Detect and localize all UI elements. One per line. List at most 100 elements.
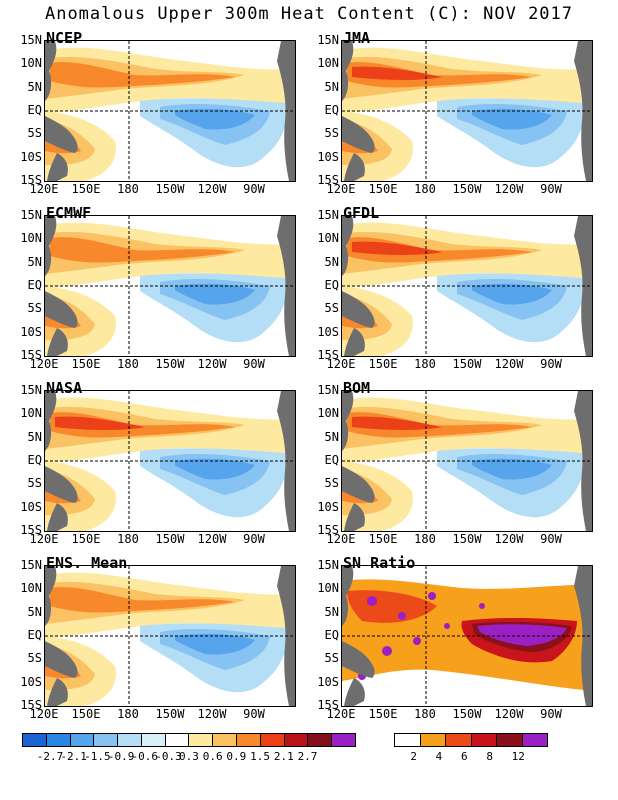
colorbar-swatch	[446, 734, 472, 746]
lon-tick-label: 150E	[71, 532, 101, 546]
lat-tick-label: 10S	[317, 149, 339, 164]
colorbar-tick-label: 2.7	[297, 750, 318, 763]
lon-tick-label: 120W	[494, 182, 524, 196]
lat-tick-label: 15N	[317, 33, 339, 47]
lat-tick-label: 15S	[317, 698, 339, 712]
lon-tick-label: 120E	[29, 532, 59, 546]
colorbar-swatch	[395, 734, 421, 746]
lon-tick-label: 90W	[243, 182, 265, 196]
panel-label: JMA	[343, 29, 371, 47]
lon-tick-label: 120E	[326, 182, 356, 196]
lon-tick-label: 120W	[197, 532, 227, 546]
lon-tick-label: 90W	[540, 182, 562, 196]
map-panel	[341, 390, 593, 532]
lat-tick-label: 10N	[317, 406, 339, 421]
panel-label: GFDL	[343, 204, 380, 222]
lon-tick-label: 120W	[197, 182, 227, 196]
colorbar-swatch	[522, 734, 547, 746]
lat-tick-label: 5S	[27, 651, 42, 666]
lat-tick-label: 10N	[317, 56, 339, 71]
lat-tick-label: 5N	[27, 604, 42, 619]
lat-tick-label: EQ	[324, 628, 339, 642]
colorbar-swatch	[260, 734, 285, 746]
lon-tick-label: 150W	[452, 182, 482, 196]
panel-label: NCEP	[46, 29, 83, 47]
colorbar-tick-label: -0.9	[107, 750, 135, 763]
lon-tick-label: 90W	[540, 357, 562, 371]
map-panel	[44, 215, 296, 357]
lon-tick-label: 90W	[540, 707, 562, 721]
lon-tick-label: 180	[117, 707, 139, 721]
lon-tick-label: 150W	[452, 357, 482, 371]
lon-tick-label: 150E	[71, 182, 101, 196]
map-svg	[45, 41, 295, 181]
lat-tick-label: 15S	[20, 523, 42, 537]
colorbar-tick-label: 12	[511, 750, 525, 763]
lat-tick-label: 15S	[317, 348, 339, 362]
colorbar-tick-label: 1.5	[250, 750, 271, 763]
colorbar-swatch	[94, 734, 119, 746]
lon-tick-label: 120W	[494, 357, 524, 371]
lon-tick-label: 120W	[197, 707, 227, 721]
lat-tick-label: 5N	[324, 254, 339, 269]
lon-tick-label: 120E	[29, 182, 59, 196]
lat-tick-label: 10N	[317, 231, 339, 246]
colorbar-tick-label: 6	[461, 750, 468, 763]
colorbar-tick-label: 2	[410, 750, 417, 763]
lat-tick-label: 5S	[27, 301, 42, 316]
lon-tick-label: 120W	[494, 532, 524, 546]
lat-tick-label: EQ	[27, 453, 42, 467]
sn-ratio-colorbar	[394, 733, 548, 747]
lat-tick-label: 15N	[20, 558, 42, 572]
lon-tick-label: 150E	[71, 707, 101, 721]
lat-tick-label: 10N	[20, 406, 42, 421]
lat-tick-label: 10N	[20, 56, 42, 71]
colorbar-swatch	[237, 734, 261, 746]
lon-tick-label: 150W	[155, 707, 185, 721]
lat-tick-label: 10S	[20, 674, 42, 689]
lat-tick-label: 10N	[20, 231, 42, 246]
lat-tick-label: 10S	[20, 149, 42, 164]
lon-tick-label: 120E	[326, 357, 356, 371]
lon-tick-label: 180	[117, 357, 139, 371]
lon-tick-label: 90W	[243, 707, 265, 721]
map-panel	[341, 215, 593, 357]
lat-tick-label: 15N	[317, 208, 339, 222]
lat-tick-label: 15N	[317, 383, 339, 397]
colorbar-swatch	[141, 734, 166, 746]
lon-tick-label: 150W	[452, 532, 482, 546]
lat-tick-label: 5N	[27, 429, 42, 444]
lon-tick-label: 120E	[326, 707, 356, 721]
lat-tick-label: 15S	[20, 348, 42, 362]
map-svg	[342, 216, 592, 356]
colorbar-tick-label: -2.7	[36, 750, 64, 763]
colorbar-swatch	[284, 734, 309, 746]
lon-tick-label: 150W	[155, 182, 185, 196]
colorbar-tick-label: 0.6	[202, 750, 223, 763]
lat-tick-label: 10N	[20, 581, 42, 596]
colorbar-swatch	[46, 734, 71, 746]
lat-tick-label: 15S	[20, 698, 42, 712]
panel-label: ENS. Mean	[46, 554, 128, 572]
lat-tick-label: 5N	[27, 254, 42, 269]
lat-tick-label: 15N	[20, 33, 42, 47]
map-svg	[342, 41, 592, 181]
colorbar-swatch	[420, 734, 446, 746]
anomaly-colorbar	[22, 733, 356, 747]
colorbar-tick-label: 4	[435, 750, 443, 763]
lat-tick-label: 5N	[324, 79, 339, 94]
lat-tick-label: 10S	[317, 499, 339, 514]
map-panel	[341, 40, 593, 182]
map-svg	[342, 566, 592, 706]
colorbar-tick-label: 8	[486, 750, 493, 763]
lon-tick-label: 180	[414, 707, 436, 721]
lat-tick-label: 10S	[20, 499, 42, 514]
lat-tick-label: 15N	[20, 208, 42, 222]
colorbar-swatch	[308, 734, 333, 746]
lon-tick-label: 90W	[243, 357, 265, 371]
panel-label: ECMWF	[46, 204, 92, 222]
lon-tick-label: 150E	[368, 182, 398, 196]
colorbar-tick-label: -1.5	[84, 750, 111, 763]
lon-tick-label: 120E	[326, 532, 356, 546]
